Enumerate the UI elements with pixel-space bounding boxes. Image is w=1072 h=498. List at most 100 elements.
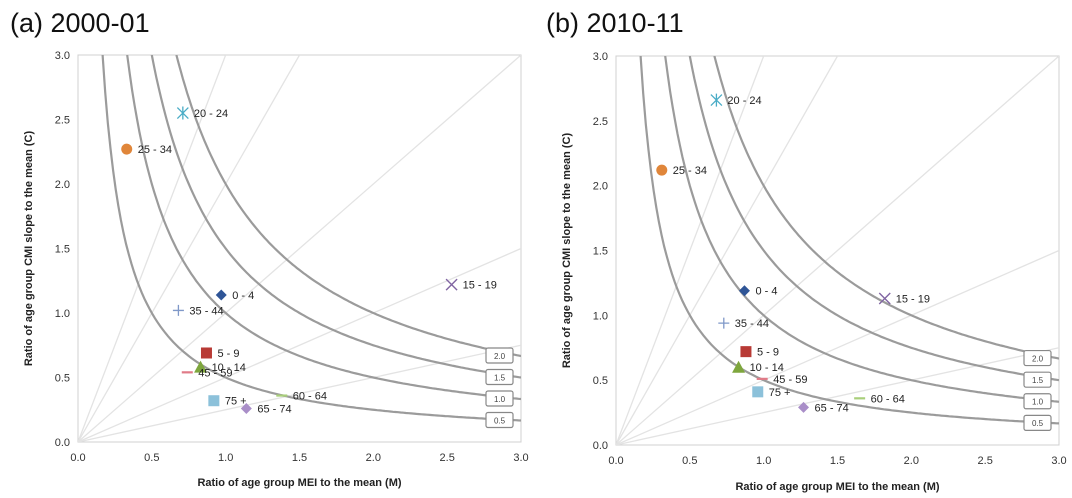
point-label-75: 75 + <box>769 387 791 399</box>
data-point-15-19: 15 - 19 <box>878 292 930 305</box>
point-label-15-19: 15 - 19 <box>896 293 930 305</box>
y-tick-label: 0.5 <box>55 373 70 385</box>
marker-25-34 <box>121 143 133 155</box>
x-tick-label: 2.5 <box>440 452 455 464</box>
contour-label-1-5: 1.5 <box>1023 371 1052 388</box>
point-label-25-34: 25 - 34 <box>673 165 707 177</box>
data-point-45-59: 45 - 59 <box>756 374 807 386</box>
y-tick-label: 1.0 <box>593 310 608 322</box>
contour-label-box <box>1023 371 1052 388</box>
x-tick-label: 1.0 <box>218 452 233 464</box>
y-tick-label: 2.0 <box>593 181 608 193</box>
x-tick-label: 2.0 <box>904 455 919 467</box>
x-tick-label: 2.5 <box>978 455 993 467</box>
reference-line-slope-2 <box>616 56 839 445</box>
contour-0-5 <box>101 55 521 422</box>
data-point-5-9: 5 - 9 <box>740 346 779 359</box>
point-label-65-74: 65 - 74 <box>257 403 291 415</box>
panel-2000-01: (a) 2000-01 2.0 1.5 1.0 0.5 0.0 0.5 1.0 1.5 2.0 2.… <box>10 8 529 489</box>
marker-10-14 <box>194 360 208 373</box>
marker-20-24 <box>176 106 189 120</box>
marker-5-9 <box>200 347 212 359</box>
point-label-75: 75 + <box>225 396 247 408</box>
data-point-25-34: 25 - 34 <box>656 164 707 177</box>
marker-65-74 <box>798 401 810 413</box>
contour-label-box <box>1023 414 1052 431</box>
contour-2-0 <box>713 56 1059 360</box>
y-tick-label: 0.5 <box>593 375 608 387</box>
x-axis-title: Ratio of age group MEI to the mean (M) <box>197 477 401 489</box>
data-point-45-59: 45 - 59 <box>181 367 233 379</box>
y-tick-label: 1.5 <box>593 246 608 258</box>
y-tick-label: 0.0 <box>55 437 70 449</box>
point-label-65-74: 65 - 74 <box>815 402 849 414</box>
marker-65-74 <box>240 402 252 414</box>
y-tick-label: 1.5 <box>55 244 70 256</box>
y-tick-label: 2.5 <box>55 115 70 127</box>
contour-label-box <box>485 368 514 386</box>
contour-label-text: 1.0 <box>494 395 506 404</box>
contour-label-text: 1.5 <box>1032 376 1044 385</box>
point-label-0-4: 0 - 4 <box>755 286 777 298</box>
contour-label-box <box>485 390 514 407</box>
contour-label-text: 2.0 <box>1032 354 1044 363</box>
marker-15-19 <box>878 292 891 305</box>
contour-1-0 <box>126 55 521 401</box>
x-tick-label: 0.5 <box>682 455 697 467</box>
y-tick-label: 2.0 <box>55 179 70 191</box>
contour-label-2-0: 2.0 <box>1023 349 1052 367</box>
data-point-5-9: 5 - 9 <box>200 347 239 360</box>
data-point-20-24: 20 - 24 <box>176 106 228 120</box>
data-point-10-14: 10 - 14 <box>732 360 784 374</box>
x-tick-label: 1.0 <box>756 455 771 467</box>
contour-label-0-5: 0.5 <box>1023 414 1052 431</box>
x-tick-label: 0.0 <box>608 455 623 467</box>
point-label-35-44: 35 - 44 <box>189 305 223 317</box>
contour-label-text: 0.5 <box>1032 419 1044 428</box>
x-tick-label: 0.0 <box>70 452 85 464</box>
contour-label-text: 2.0 <box>494 352 506 361</box>
y-tick-label: 3.0 <box>55 50 70 62</box>
marker-35-44 <box>718 317 730 329</box>
data-point-20-24: 20 - 24 <box>710 93 762 107</box>
data-point-10-14: 10 - 14 <box>194 360 246 374</box>
data-point-35-44: 35 - 44 <box>718 317 769 330</box>
point-label-5-9: 5 - 9 <box>757 347 779 359</box>
marker-75 <box>752 386 764 398</box>
contour-label-box <box>1023 393 1052 410</box>
marker-15-19 <box>445 278 458 291</box>
plot-content <box>616 56 1059 445</box>
x-tick-label: 1.5 <box>830 455 845 467</box>
marker-25-34 <box>656 164 668 176</box>
reference-line-slope-1 <box>616 56 1059 445</box>
data-point-65-74: 65 - 74 <box>240 402 292 415</box>
scatter-chart-2000-01: (a) 2000-01 2.0 1.5 1.0 0.5 0.0 0.5 1.0 1.5 2.0 2.… <box>10 8 529 489</box>
point-label-5-9: 5 - 9 <box>217 348 239 360</box>
point-label-25-34: 25 - 34 <box>138 144 172 156</box>
point-label-0-4: 0 - 4 <box>232 290 254 302</box>
reference-line-slope-2 <box>78 55 301 442</box>
point-label-10-14: 10 - 14 <box>750 362 784 374</box>
data-point-60-64: 60 - 64 <box>276 391 327 403</box>
contour-label-box <box>485 347 514 364</box>
marker-20-24 <box>710 93 723 107</box>
contour-2-0 <box>175 55 521 358</box>
point-label-10-14: 10 - 14 <box>212 362 246 374</box>
plot-content <box>78 55 521 442</box>
panel-2010-11: (b) 2010-11 2.0 1.5 1.0 0.5 0.0 0.5 1.0 1.5 2.0 2.… <box>536 0 1072 498</box>
reference-line-slope-3 <box>78 55 227 442</box>
contour-label-0-5: 0.5 <box>485 411 514 429</box>
scatter-chart-2010-11: (b) 2010-11 2.0 1.5 1.0 0.5 0.0 0.5 1.0 1.5 2.0 2.… <box>546 8 1067 493</box>
contour-1-5 <box>688 56 1059 382</box>
reference-line-slope-0-5 <box>616 249 1059 445</box>
data-point-0-4: 0 - 4 <box>738 285 777 298</box>
contour-1-5 <box>150 55 521 379</box>
y-tick-label: 1.0 <box>55 308 70 320</box>
data-point-25-34: 25 - 34 <box>121 143 172 156</box>
reference-line-slope-1 <box>78 55 521 442</box>
data-point-75: 75 + <box>752 386 790 399</box>
chart-title: (b) 2010-11 <box>546 8 684 38</box>
x-tick-label: 1.5 <box>292 452 307 464</box>
x-tick-label: 3.0 <box>513 452 528 464</box>
contour-label-1-0: 1.0 <box>1023 393 1052 410</box>
